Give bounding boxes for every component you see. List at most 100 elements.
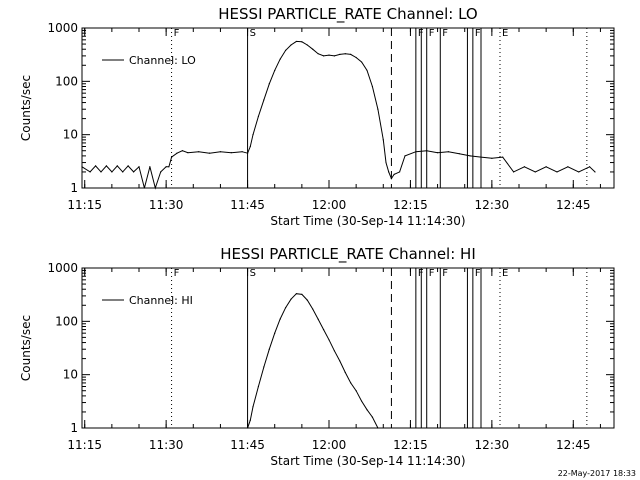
data-point [322,328,325,331]
data-point [404,155,406,157]
y-tick-label: 10 [63,368,78,382]
event-marker-label: F [442,268,448,279]
data-point [339,360,341,362]
data-point [295,40,298,43]
data-point [436,152,439,154]
data-point [350,382,352,384]
data-point [154,187,156,189]
data-point [168,166,170,168]
data-point [415,151,417,153]
data-point [588,166,591,168]
y-axis-label: Counts/sec [19,75,33,141]
data-point [241,151,243,153]
data-point [290,298,292,300]
data-point [105,165,108,167]
event-marker-label: F [429,268,435,279]
data-point [301,41,303,43]
y-tick-label: 100 [55,314,78,328]
data-point [149,166,151,168]
data-point [317,53,319,55]
data-point [295,293,298,295]
event-marker-label: F [174,28,180,39]
event-marker-label: F [442,28,448,39]
data-point [556,171,558,173]
legend-label: Channel: HI [129,294,193,307]
data-point [317,318,319,320]
x-tick-label: 11:15 [67,198,102,212]
x-tick-label: 12:30 [475,438,510,452]
chart-title: HESSI PARTICLE_RATE Channel: LO [218,5,477,24]
y-tick-label: 1 [70,421,78,435]
x-tick-label: 12:00 [312,198,347,212]
data-point [426,150,428,152]
data-point [344,53,346,55]
data-point [355,390,357,392]
chart-title: HESSI PARTICLE_RATE Channel: HI [220,245,476,264]
data-point [246,152,249,154]
data-point [534,171,536,173]
x-tick-label: 12:30 [475,198,510,212]
data-point [594,171,596,173]
data-point [371,85,374,88]
y-tick-label: 1 [70,181,78,195]
data-point [249,145,251,148]
x-tick-label: 12:00 [312,438,347,452]
chart-panel-2: HESSI PARTICLE_RATE Channel: HI 1 10 100 100… [19,245,615,468]
data-point [219,151,222,153]
data-point [263,99,265,101]
data-point [252,134,254,136]
data-point [480,156,482,158]
data-point [388,171,390,173]
data-point [160,171,162,173]
x-tick-label: 11:45 [230,438,265,452]
footer-timestamp: 22-May-2017 18:33 [558,469,636,478]
data-point [344,371,346,374]
data-point [578,171,580,173]
data-point [274,69,276,72]
data-point [100,171,102,173]
data-point [567,166,569,168]
data-point [390,178,393,180]
data-point [545,166,547,168]
data-point [143,187,146,189]
data-point [523,166,526,168]
plot-frame [81,27,615,189]
data-point [208,152,211,154]
data-point [502,156,504,158]
event-marker-label: F [174,268,180,279]
chart-panel-1: HESSI PARTICLE_RATE Channel: LO 1 10 100 100… [19,5,615,228]
event-marker-label: S [250,268,256,279]
y-tick-label: 100 [55,74,78,88]
data-point [333,55,336,57]
data-point [132,171,135,173]
data-point [81,166,83,168]
x-tick-label: 11:30 [149,198,184,212]
data-point [116,165,118,167]
data-point [274,332,276,334]
data-point [301,293,303,295]
data-point [181,150,184,152]
data-point [312,48,314,50]
legend-label: Channel: LO [129,54,196,67]
data-point [382,139,384,141]
series-line [247,293,379,429]
y-axis-label: Counts/sec [19,315,33,381]
data-point [350,53,352,55]
data-point [306,299,308,301]
data-point [111,171,113,173]
data-point [312,308,314,310]
x-tick-label: 12:45 [556,438,591,452]
data-point [198,151,200,153]
data-point [268,348,270,350]
data-point [165,166,167,168]
data-point [138,166,140,168]
x-axis-label: Start Time (30-Sep-14 11:14:30) [270,214,465,228]
data-point [377,108,379,110]
data-point [339,53,341,55]
x-tick-label: 12:15 [393,438,428,452]
data-point [290,44,292,46]
data-point [366,409,368,411]
data-point [328,339,330,341]
data-point [393,173,395,175]
